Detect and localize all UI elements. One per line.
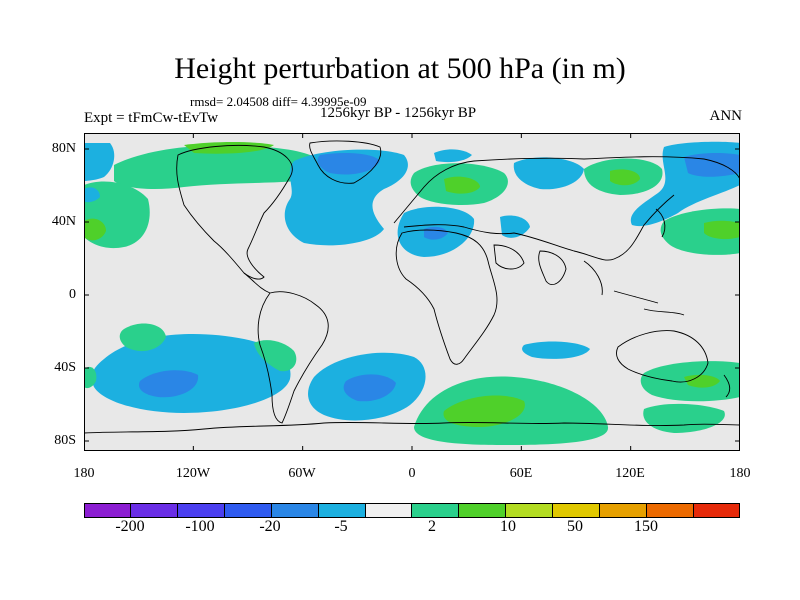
lon-label-180w: 180 (73, 466, 95, 481)
plot-title: Height perturbation at 500 hPa (in m) (174, 52, 626, 85)
colorbar-label: -20 (259, 518, 281, 535)
colorbar-swatch (647, 503, 694, 518)
colorbar-swatch (130, 503, 178, 518)
period-label: 1256kyr BP - 1256kyr BP (320, 105, 477, 121)
experiment-label: Expt = tFmCw-tEvTw (84, 110, 219, 126)
colorbar-swatch (84, 503, 131, 518)
colorbar-swatch (224, 503, 272, 518)
colorbar-swatch (693, 503, 740, 518)
lon-label-120w: 120W (175, 466, 211, 481)
colorbar-swatch (506, 503, 554, 518)
lat-label-40n: 40N (51, 214, 76, 229)
lon-label-180e: 180 (729, 466, 751, 481)
colorbar-label: -200 (115, 518, 145, 535)
colorbar-label: 10 (500, 518, 516, 535)
lat-label-40s: 40S (54, 360, 76, 375)
lat-label-80n: 80N (51, 141, 76, 156)
colorbar-label: 2 (428, 518, 436, 535)
colorbar-label: -5 (334, 518, 348, 535)
lon-label-60w: 60W (288, 466, 316, 481)
perturbation-fields (84, 141, 740, 445)
colorbar-swatch (459, 503, 507, 518)
colorbar-swatch (365, 503, 413, 518)
colorbar-swatch (553, 503, 601, 518)
lon-label-120e: 120E (615, 466, 645, 481)
colorbar-swatch (271, 503, 319, 518)
colorbar-label: 150 (634, 518, 658, 535)
axis-ticks (84, 133, 740, 451)
colorbar-swatch (318, 503, 366, 518)
coastlines (84, 140, 740, 434)
colorbar-label: 50 (567, 518, 583, 535)
lat-label-0: 0 (69, 287, 76, 302)
lat-label-80s: 80S (54, 433, 76, 448)
colorbar-swatch (177, 503, 225, 518)
lon-label-60e: 60E (509, 466, 533, 481)
season-label: ANN (709, 108, 743, 124)
colorbar-swatch (412, 503, 460, 518)
colorbar-label: -100 (185, 518, 215, 535)
rmsd-text: rmsd= 2.04508 diff= 4.39995e-09 (190, 94, 367, 109)
lon-label-0: 0 (408, 466, 416, 481)
colorbar-swatch (600, 503, 648, 518)
map-plot (84, 133, 740, 451)
colorbar (84, 503, 740, 518)
